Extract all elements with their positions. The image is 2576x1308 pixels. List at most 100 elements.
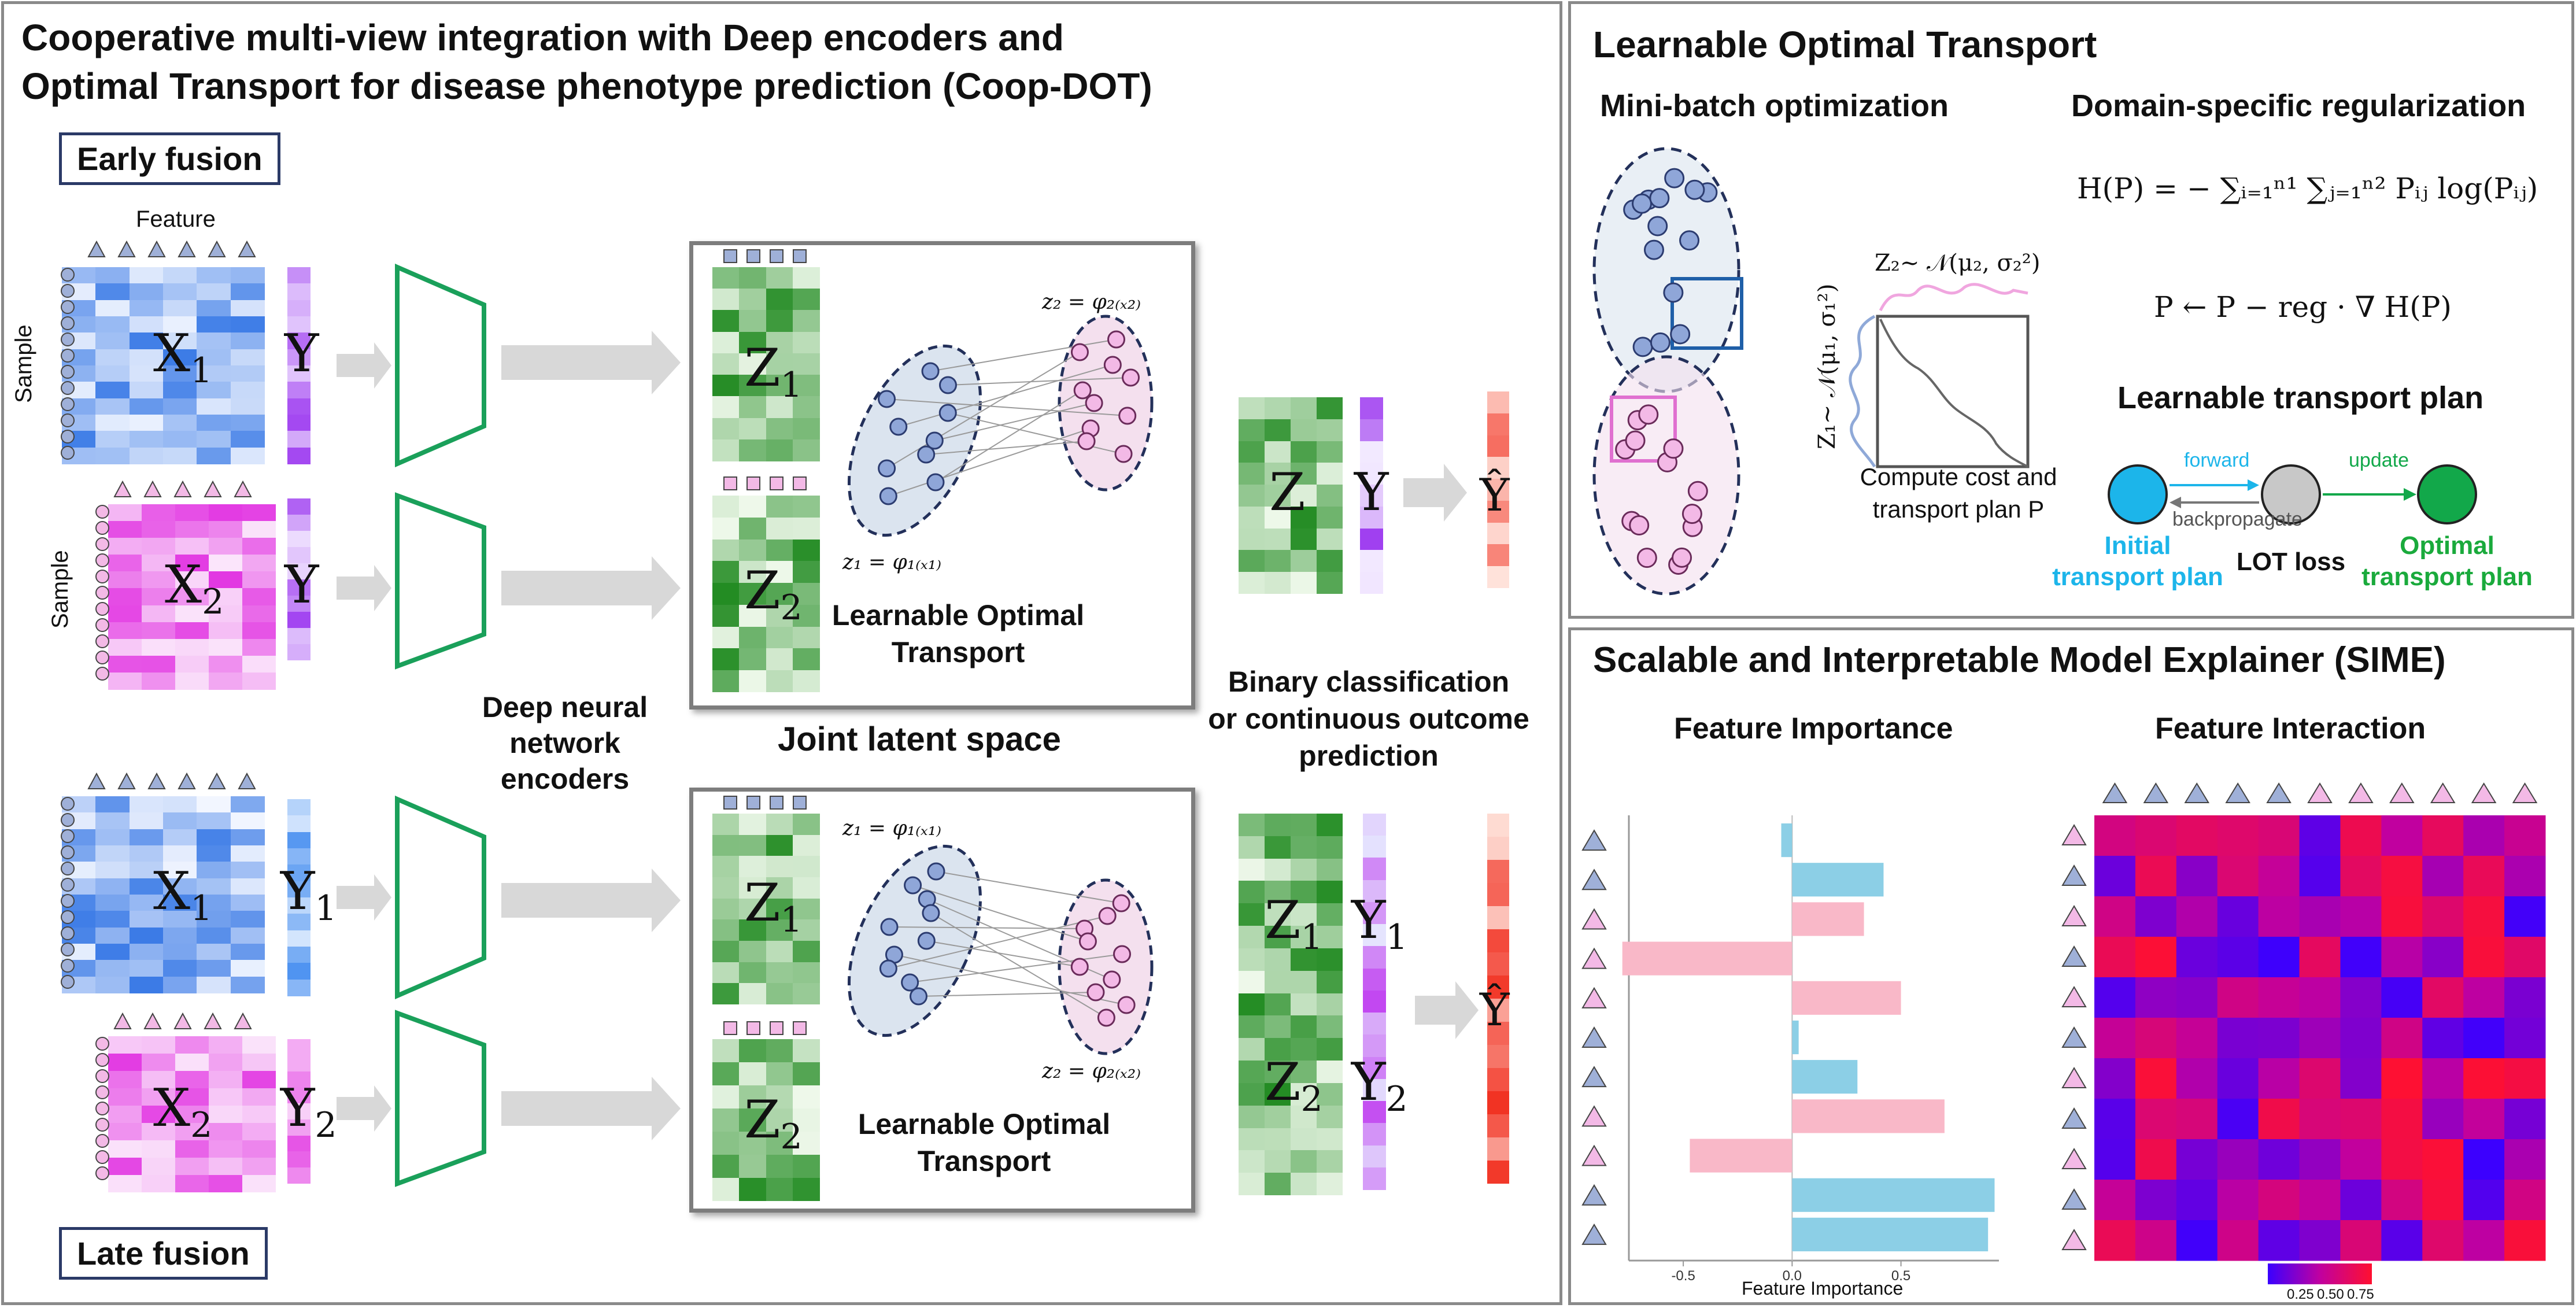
heatmap-cell: [2504, 1220, 2546, 1261]
matrix-cell: [287, 1071, 311, 1088]
matrix-cell: [230, 398, 265, 415]
matrix-cell: [766, 1062, 793, 1085]
z1-point: [1670, 324, 1691, 345]
heatmap-cell: [2340, 1099, 2382, 1140]
heatmap-cell: [2381, 815, 2423, 856]
sample-marker: [95, 651, 109, 664]
z2-point: [1638, 404, 1659, 425]
x1-label-early: X1: [153, 323, 213, 391]
matrix-cell: [108, 655, 142, 673]
matrix-cell: [95, 927, 130, 944]
matrix-cell: [766, 834, 793, 856]
matrix-cell: [287, 963, 311, 980]
matrix-cell: [287, 596, 311, 612]
heatmap-cell: [2299, 937, 2341, 978]
matrix-cell: [712, 877, 740, 899]
z1-point: [927, 862, 945, 881]
latent-marker: [793, 249, 807, 263]
matrix-cell: [1239, 1105, 1265, 1128]
matrix-cell: [1265, 926, 1291, 949]
heatmap-cell: [2422, 1139, 2464, 1180]
matrix-cell: [1360, 550, 1383, 572]
feature-marker: [208, 240, 226, 257]
matrix-cell: [1487, 500, 1509, 523]
matrix-cell: [142, 622, 175, 640]
z1-cloud: [847, 844, 982, 1037]
heatmap-cell: [2504, 1139, 2546, 1180]
matrix-cell: [739, 604, 767, 627]
matrix-cell: [1239, 506, 1265, 529]
matrix-cell: [712, 626, 740, 649]
matrix-cell: [95, 911, 130, 928]
z2-point: [1629, 515, 1650, 535]
transport-link: [898, 364, 1113, 427]
importance-bar: [1781, 823, 1793, 858]
matrix-cell: [129, 365, 164, 382]
heatmap-cell: [2299, 856, 2341, 897]
matrix-cell: [287, 431, 311, 448]
matrix-cell: [1291, 397, 1317, 419]
matrix-cell: [1487, 522, 1509, 545]
matrix-cell: [287, 515, 311, 531]
yhat-vector-late: [1487, 814, 1509, 1184]
z1-point: [880, 918, 899, 936]
matrix-cell: [108, 1158, 142, 1175]
feature-marker: [2266, 782, 2292, 803]
heatmap-cell: [2463, 815, 2505, 856]
matrix-cell: [739, 561, 767, 583]
matrix-cell: [712, 834, 740, 856]
z1-point: [1647, 216, 1668, 237]
matrix-cell: [739, 962, 767, 984]
matrix-cell: [230, 845, 265, 862]
matrix-cell: [197, 283, 231, 301]
matrix-cell: [163, 332, 197, 350]
heatmap-cell: [2176, 1099, 2218, 1140]
matrix-cell: [1317, 506, 1343, 529]
matrix-cell: [1291, 836, 1317, 859]
z1-point: [938, 376, 957, 394]
matrix-cell: [175, 538, 209, 556]
matrix-cell: [163, 267, 197, 284]
matrix-cell: [766, 583, 793, 605]
heatmap-cell: [2094, 1058, 2136, 1099]
transport-link: [926, 940, 1080, 967]
sample-marker: [61, 878, 75, 892]
x1-matrix-early: [62, 267, 265, 464]
matrix-cell: [792, 1085, 820, 1109]
matrix-cell: [287, 531, 311, 547]
matrix-cell: [287, 832, 311, 849]
matrix-cell: [1291, 1061, 1317, 1084]
matrix-cell: [163, 447, 197, 464]
matrix-cell: [792, 670, 820, 693]
matrix-cell: [1239, 419, 1265, 441]
matrix-cell: [712, 941, 740, 962]
importance-bar: [1792, 1099, 1945, 1133]
matrix-cell: [242, 1175, 276, 1192]
matrix-cell: [142, 655, 175, 673]
matrix-cell: [792, 353, 820, 375]
matrix-cell: [739, 439, 767, 461]
regularization-title: Domain-specific regularization: [2071, 88, 2526, 123]
heatmap-cell: [2299, 1099, 2341, 1140]
sample-marker: [95, 553, 109, 567]
sample-marker: [61, 349, 75, 363]
heatmap-cell: [2258, 856, 2300, 897]
matrix-cell: [1317, 1150, 1343, 1173]
matrix-cell: [766, 331, 793, 354]
matrix-cell: [230, 431, 265, 448]
latent-marker: [746, 796, 760, 810]
matrix-cell: [1291, 926, 1317, 949]
matrix-cell: [242, 1088, 276, 1106]
transport-link: [934, 402, 1095, 441]
z2-point: [1625, 430, 1646, 451]
matrix-cell: [287, 382, 311, 399]
matrix-cell: [142, 1175, 175, 1192]
matrix-cell: [129, 812, 164, 830]
heatmap-cell: [2176, 1220, 2218, 1261]
matrix-cell: [766, 648, 793, 671]
matrix-cell: [175, 555, 209, 572]
heatmap-cell: [2217, 896, 2259, 937]
matrix-cell: [108, 672, 142, 690]
latent-marker: [793, 1021, 807, 1035]
sample-marker: [61, 894, 75, 908]
